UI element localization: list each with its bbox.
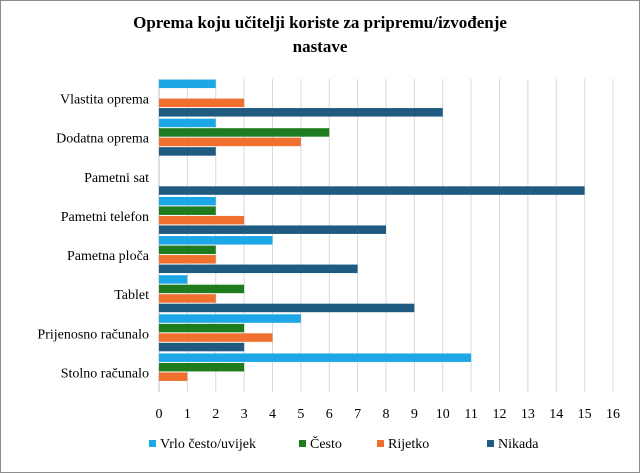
category-label: Dodatna oprema bbox=[56, 132, 150, 147]
bar bbox=[159, 333, 273, 342]
x-tick-label: 14 bbox=[549, 407, 563, 422]
x-tick-label: 9 bbox=[411, 407, 418, 422]
x-tick-label: 5 bbox=[297, 407, 304, 422]
bar bbox=[159, 294, 216, 303]
x-tick-label: 2 bbox=[212, 407, 219, 422]
bar bbox=[159, 303, 415, 313]
chart-title-line-2: nastave bbox=[292, 37, 348, 56]
bar bbox=[159, 108, 443, 117]
legend-swatch bbox=[487, 440, 494, 447]
category-label: Pametna ploča bbox=[67, 249, 150, 264]
bar bbox=[159, 284, 245, 294]
bar bbox=[159, 215, 245, 225]
x-tick-label: 15 bbox=[578, 407, 592, 422]
bar bbox=[159, 314, 301, 323]
legend-label: Nikada bbox=[498, 437, 539, 452]
x-tick-label: 12 bbox=[493, 407, 507, 422]
chart-title-line-1: Oprema koju učitelji koriste za pripremu… bbox=[133, 13, 507, 32]
bar bbox=[159, 147, 216, 156]
x-tick-label: 10 bbox=[436, 407, 450, 422]
legend-swatch bbox=[149, 440, 156, 447]
category-label: Pametni sat bbox=[84, 171, 149, 186]
legend-label: Vrlo često/uvijek bbox=[160, 437, 256, 452]
x-tick-label: 3 bbox=[241, 407, 248, 422]
bar bbox=[159, 118, 216, 128]
bar bbox=[159, 264, 358, 274]
legend-swatch bbox=[377, 440, 384, 447]
x-tick-label: 7 bbox=[354, 407, 361, 422]
bar bbox=[159, 186, 585, 195]
x-tick-label: 6 bbox=[326, 407, 333, 422]
bar bbox=[159, 323, 245, 333]
legend-label: Rijetko bbox=[388, 437, 429, 452]
bar bbox=[159, 236, 273, 245]
bar bbox=[159, 196, 216, 206]
bar bbox=[159, 137, 301, 147]
x-tick-label: 4 bbox=[269, 407, 276, 422]
bar bbox=[159, 255, 216, 264]
bar bbox=[159, 372, 188, 381]
x-tick-label: 0 bbox=[156, 407, 163, 422]
bar bbox=[159, 98, 245, 108]
legend-swatch bbox=[299, 440, 306, 447]
x-tick-label: 8 bbox=[383, 407, 390, 422]
category-label: Tablet bbox=[114, 288, 149, 303]
bar bbox=[159, 206, 216, 215]
bar bbox=[159, 79, 216, 89]
x-tick-label: 16 bbox=[606, 407, 620, 422]
x-tick-label: 1 bbox=[184, 407, 191, 422]
bar bbox=[159, 275, 188, 284]
chart-title: Oprema koju učitelji koriste za pripremu… bbox=[1, 11, 639, 59]
category-label: Stolno računalo bbox=[61, 366, 149, 381]
bar bbox=[159, 342, 245, 352]
bar bbox=[159, 353, 472, 362]
bar bbox=[159, 225, 386, 234]
category-label: Vlastita oprema bbox=[60, 93, 150, 108]
x-tick-label: 13 bbox=[521, 407, 535, 422]
x-tick-label: 11 bbox=[464, 407, 477, 422]
category-label: Prijenosno računalo bbox=[37, 327, 149, 342]
bar bbox=[159, 362, 245, 372]
bar bbox=[159, 128, 330, 137]
legend-label: Često bbox=[310, 435, 342, 452]
bar bbox=[159, 245, 216, 255]
category-label: Pametni telefon bbox=[61, 210, 149, 225]
